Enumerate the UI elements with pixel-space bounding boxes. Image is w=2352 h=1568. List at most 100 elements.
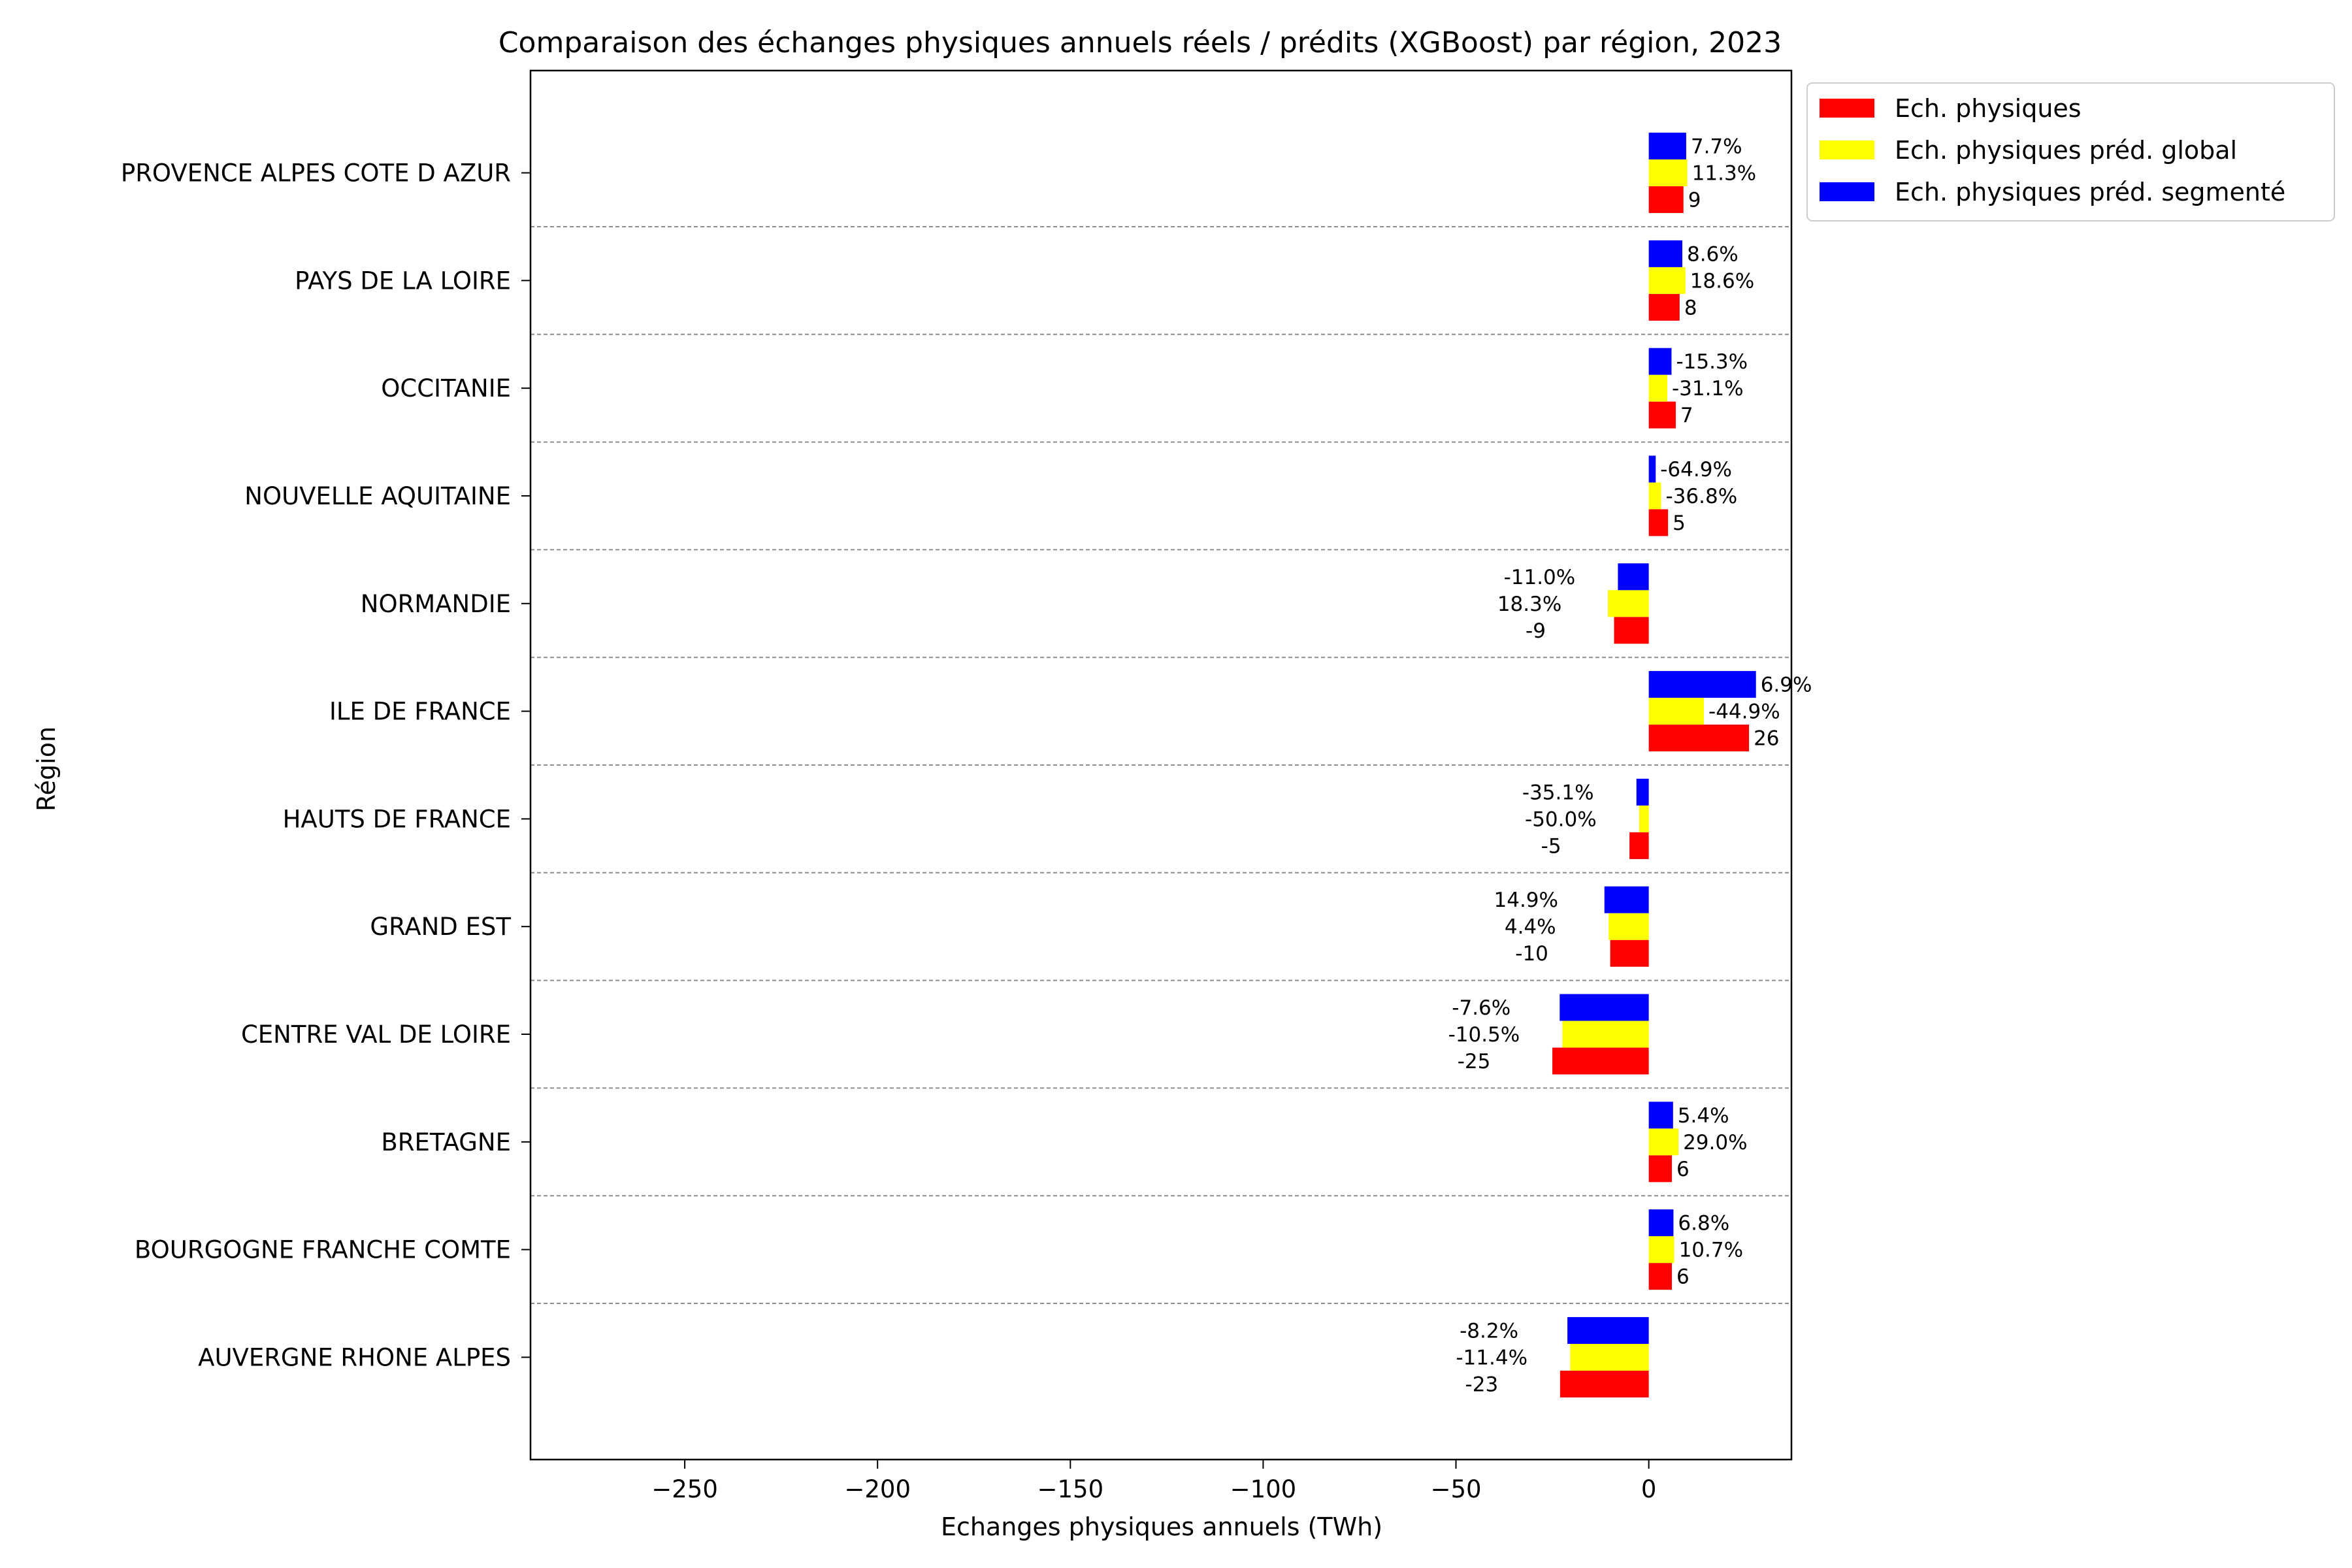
legend-entry-label: Ech. physiques préd. segmenté bbox=[1895, 178, 2285, 206]
bar bbox=[1648, 159, 1688, 187]
bar-value-label: 6.8% bbox=[1678, 1212, 1729, 1235]
bar bbox=[1648, 133, 1686, 160]
bar-value-label: 18.3% bbox=[1497, 593, 1561, 616]
bar-value-label: 5.4% bbox=[1678, 1104, 1729, 1128]
bar bbox=[1648, 1102, 1673, 1129]
bar-value-label: -10.5% bbox=[1448, 1023, 1520, 1047]
bar bbox=[1648, 401, 1676, 429]
plot-area: 9 11.3% 7.7% PROVENCE ALPES COTE D AZUR 8 18.… bbox=[121, 69, 1812, 1503]
bar bbox=[1648, 240, 1682, 267]
bar-value-label: 14.9% bbox=[1494, 889, 1558, 912]
bar-value-label: 4.4% bbox=[1505, 915, 1556, 939]
bar bbox=[1648, 482, 1661, 510]
legend-swatch bbox=[1820, 140, 1874, 159]
bar bbox=[1618, 563, 1649, 591]
bar bbox=[1648, 267, 1686, 294]
bar-value-label: -5 bbox=[1541, 834, 1561, 858]
bar bbox=[1648, 348, 1672, 375]
bar bbox=[1570, 1343, 1649, 1371]
y-tick-label: PROVENCE ALPES COTE D AZUR bbox=[121, 159, 511, 188]
bar bbox=[1567, 1316, 1649, 1344]
bar bbox=[1604, 886, 1649, 913]
x-tick-label: 0 bbox=[1641, 1475, 1657, 1503]
bar bbox=[1648, 1209, 1674, 1237]
x-tick-label: −50 bbox=[1430, 1475, 1481, 1503]
legend-swatch bbox=[1820, 99, 1874, 118]
y-tick-label: ILE DE FRANCE bbox=[329, 698, 511, 726]
bar-value-label: 6 bbox=[1676, 1266, 1690, 1289]
y-axis-label: Région bbox=[32, 727, 61, 811]
bar bbox=[1609, 913, 1649, 940]
bar bbox=[1648, 698, 1705, 725]
y-tick-label: BRETAGNE bbox=[381, 1128, 511, 1156]
bar bbox=[1636, 778, 1649, 806]
bar-value-label: -11.4% bbox=[1456, 1346, 1527, 1369]
bar-value-label: -25 bbox=[1458, 1050, 1491, 1073]
bar-value-label: -7.6% bbox=[1452, 996, 1511, 1020]
bar-value-label: -9 bbox=[1526, 619, 1546, 643]
bar-value-label: -31.1% bbox=[1672, 377, 1744, 400]
bar-value-label: 5 bbox=[1673, 512, 1686, 535]
bar bbox=[1608, 590, 1649, 617]
x-tick-label: −200 bbox=[844, 1475, 911, 1503]
bar bbox=[1562, 1021, 1649, 1048]
bar-value-label: 26 bbox=[1754, 727, 1779, 751]
legend: Ech. physiques Ech. physiques préd. globa… bbox=[1806, 82, 2335, 221]
bar-value-label: -8.2% bbox=[1460, 1319, 1518, 1343]
bar-value-label: 7.7% bbox=[1691, 135, 1742, 159]
y-tick-label: PAYS DE LA LOIRE bbox=[295, 267, 511, 295]
bar bbox=[1648, 374, 1667, 402]
bar-value-label: 9 bbox=[1688, 189, 1701, 212]
y-tick-label: CENTRE VAL DE LOIRE bbox=[241, 1021, 511, 1049]
x-axis-label: Echanges physiques annuels (TWh) bbox=[941, 1512, 1382, 1541]
bar bbox=[1648, 455, 1656, 483]
y-tick-label: HAUTS DE FRANCE bbox=[283, 805, 511, 833]
bar-value-label: -36.8% bbox=[1666, 485, 1738, 508]
bar bbox=[1648, 1155, 1673, 1183]
bar bbox=[1648, 509, 1669, 536]
bar bbox=[1560, 994, 1649, 1021]
bar bbox=[1648, 1263, 1673, 1290]
legend-swatch bbox=[1820, 182, 1874, 201]
bar-value-label: -50.0% bbox=[1525, 808, 1597, 831]
bar bbox=[1648, 293, 1680, 321]
bar bbox=[1560, 1370, 1649, 1397]
bar bbox=[1610, 939, 1649, 967]
bar-value-label: 8 bbox=[1684, 296, 1697, 319]
legend-entry-label: Ech. physiques préd. global bbox=[1895, 136, 2237, 165]
y-tick-label: NORMANDIE bbox=[361, 590, 511, 618]
bar bbox=[1552, 1047, 1649, 1075]
bar bbox=[1639, 805, 1649, 832]
bar-value-label: -23 bbox=[1465, 1373, 1499, 1396]
bar-value-label: -11.0% bbox=[1504, 566, 1576, 589]
bar-value-label: -64.9% bbox=[1660, 458, 1732, 482]
bar-value-label: -10 bbox=[1515, 942, 1548, 966]
bar-value-label: 18.6% bbox=[1690, 269, 1754, 293]
y-tick-label: GRAND EST bbox=[370, 913, 511, 941]
plot-frame bbox=[529, 69, 1793, 1461]
bar-value-label: -15.3% bbox=[1676, 350, 1748, 374]
bar-value-label: 6 bbox=[1676, 1158, 1690, 1181]
y-tick-label: OCCITANIE bbox=[381, 374, 511, 402]
bar-value-label: 10.7% bbox=[1679, 1239, 1743, 1262]
bar bbox=[1648, 186, 1684, 214]
y-tick-label: NOUVELLE AQUITAINE bbox=[244, 482, 511, 510]
x-tick-label: −150 bbox=[1037, 1475, 1103, 1503]
bar bbox=[1648, 1128, 1679, 1156]
y-tick-label: AUVERGNE RHONE ALPES bbox=[198, 1343, 511, 1371]
bar-value-label: -35.1% bbox=[1522, 781, 1594, 804]
legend-entry-label: Ech. physiques bbox=[1895, 94, 2082, 123]
bar-value-label: 29.0% bbox=[1683, 1131, 1747, 1154]
y-tick-label: BOURGOGNE FRANCHE COMTE bbox=[135, 1236, 511, 1264]
x-tick-label: −100 bbox=[1230, 1475, 1297, 1503]
legend-box bbox=[1806, 82, 2335, 221]
bar-value-label: -44.9% bbox=[1708, 700, 1780, 724]
bar-value-label: 7 bbox=[1680, 404, 1693, 427]
bar-value-label: 8.6% bbox=[1687, 242, 1739, 266]
bar-value-label: 11.3% bbox=[1692, 162, 1756, 186]
bar bbox=[1629, 832, 1649, 859]
bar-value-label: 6.9% bbox=[1761, 674, 1812, 697]
x-tick-label: −250 bbox=[651, 1475, 718, 1503]
bar bbox=[1648, 1236, 1674, 1264]
